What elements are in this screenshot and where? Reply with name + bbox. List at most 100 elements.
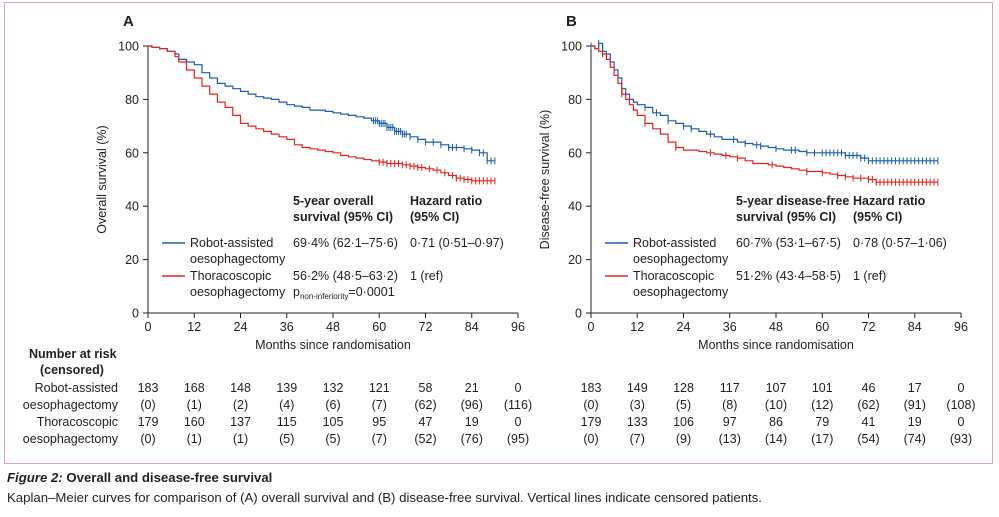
x-tick-label: 84 — [908, 320, 922, 334]
censored-count: (12) — [811, 398, 833, 412]
figure-caption-text: Kaplan–Meier curves for comparison of (A… — [7, 490, 762, 505]
risk-table-subtitle: (censored) — [40, 363, 104, 377]
legend-label: oesophagectomy — [190, 252, 286, 266]
legend-label: oesophagectomy — [633, 285, 729, 299]
censored-count: (4) — [279, 398, 294, 412]
panel-B: B 0 20 40 60 80 100 0 12 24 36 48 60 72 84 96 Disease-fr… — [538, 13, 976, 446]
risk-row-label: oesophagectomy — [23, 432, 119, 446]
table-header-survival: survival (95% CI) — [736, 210, 836, 224]
x-tick-label: 72 — [862, 320, 876, 334]
at-risk-count: 95 — [372, 415, 386, 429]
at-risk-count: 21 — [465, 381, 479, 395]
at-risk-count: 86 — [769, 415, 783, 429]
at-risk-count: 46 — [862, 381, 876, 395]
at-risk-count: 19 — [908, 415, 922, 429]
at-risk-count: 0 — [958, 381, 965, 395]
censored-count: (0) — [140, 432, 155, 446]
x-tick-label: 60 — [815, 320, 829, 334]
series-line-thoracoscopic — [591, 45, 938, 183]
censored-count: (91) — [904, 398, 926, 412]
at-risk-count: 58 — [419, 381, 433, 395]
at-risk-count: 121 — [369, 381, 390, 395]
legend-label: oesophagectomy — [633, 252, 729, 266]
censored-count: (62) — [857, 398, 879, 412]
censored-count: (5) — [676, 398, 691, 412]
censored-count: (74) — [904, 432, 926, 446]
x-tick-label: 0 — [588, 320, 595, 334]
legend-label: Thoracoscopic — [190, 269, 271, 283]
at-risk-count: 183 — [581, 381, 602, 395]
table-header-hr: Hazard ratio — [410, 194, 483, 208]
hazard-ratio-value: 0·78 (0·57–1·06) — [853, 236, 947, 250]
at-risk-count: 79 — [815, 415, 829, 429]
table-header-hr: (95% CI) — [410, 210, 459, 224]
y-tick-label: 20 — [125, 253, 139, 267]
x-tick-label: 48 — [769, 320, 783, 334]
table-header-hr: Hazard ratio — [853, 194, 926, 208]
x-tick-label: 36 — [280, 320, 294, 334]
censored-count: (14) — [765, 432, 787, 446]
at-risk-count: 101 — [812, 381, 833, 395]
at-risk-count: 179 — [138, 415, 159, 429]
x-tick-label: 96 — [511, 320, 525, 334]
risk-row-label: oesophagectomy — [23, 398, 119, 412]
censored-count: (116) — [504, 398, 532, 412]
hazard-ratio-value: 1 (ref) — [410, 269, 443, 283]
at-risk-count: 107 — [766, 381, 787, 395]
censored-count: (62) — [414, 398, 436, 412]
y-axis-label: Disease-free survival (%) — [538, 110, 552, 250]
at-risk-count: 132 — [323, 381, 344, 395]
legend-label: oesophagectomy — [190, 285, 286, 299]
at-risk-count: 179 — [581, 415, 602, 429]
censored-count: (93) — [950, 432, 972, 446]
at-risk-count: 97 — [723, 415, 737, 429]
y-tick-label: 60 — [125, 146, 139, 160]
survival-value: 56·2% (48·5–63·2) — [293, 269, 398, 283]
figure-canvas: A 0 20 40 60 80 100 0 12 24 36 48 60 72 84 96 Overall su… — [23, 13, 976, 446]
table-header-hr: (95% CI) — [853, 210, 902, 224]
at-risk-count: 183 — [138, 381, 159, 395]
panel-label: A — [123, 13, 134, 30]
x-tick-label: 72 — [419, 320, 433, 334]
y-tick-label: 100 — [561, 40, 582, 54]
censored-count: (1) — [187, 398, 202, 412]
at-risk-count: 149 — [627, 381, 648, 395]
censored-count: (7) — [630, 432, 645, 446]
figure-frame — [4, 2, 993, 464]
censored-count: (5) — [279, 432, 294, 446]
at-risk-count: 128 — [673, 381, 694, 395]
censored-count: (7) — [372, 432, 387, 446]
p-noninferiority: pnon-inferiority=0·0001 — [293, 285, 395, 301]
at-risk-count: 0 — [515, 381, 522, 395]
risk-row-label: Thoracoscopic — [37, 415, 118, 429]
censored-count: (1) — [187, 432, 202, 446]
table-header-survival: 5-year disease-free — [736, 194, 849, 208]
table-header-survival: 5-year overall — [293, 194, 374, 208]
survival-value: 69·4% (62·1–75·6) — [293, 236, 398, 250]
at-risk-count: 19 — [465, 415, 479, 429]
censored-count: (76) — [461, 432, 483, 446]
risk-row-label: Robot-assisted — [35, 381, 118, 395]
legend-label: Robot-assisted — [633, 236, 716, 250]
at-risk-count: 0 — [958, 415, 965, 429]
at-risk-count: 133 — [627, 415, 648, 429]
at-risk-count: 17 — [908, 381, 922, 395]
censored-count: (13) — [719, 432, 741, 446]
hazard-ratio-value: 1 (ref) — [853, 269, 886, 283]
censored-count: (3) — [630, 398, 645, 412]
y-axis-label: Overall survival (%) — [95, 125, 109, 233]
y-tick-label: 80 — [125, 93, 139, 107]
at-risk-count: 106 — [673, 415, 694, 429]
at-risk-count: 41 — [862, 415, 876, 429]
x-tick-label: 12 — [187, 320, 201, 334]
x-tick-label: 60 — [372, 320, 386, 334]
y-tick-label: 100 — [118, 40, 139, 54]
series-line-robot — [148, 45, 495, 162]
censored-count: (0) — [140, 398, 155, 412]
censored-count: (2) — [233, 398, 248, 412]
censored-count: (5) — [325, 432, 340, 446]
y-tick-label: 40 — [568, 200, 582, 214]
y-tick-label: 60 — [568, 146, 582, 160]
x-tick-label: 12 — [630, 320, 644, 334]
x-axis-label: Months since randomisation — [255, 338, 411, 352]
